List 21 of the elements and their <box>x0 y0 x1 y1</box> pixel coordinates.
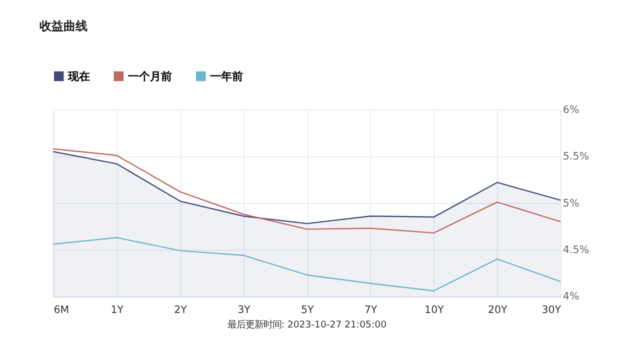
legend-label: 现在 <box>67 70 90 83</box>
x-tick-label: 3Y <box>238 304 252 316</box>
y-tick-label: 5% <box>562 197 580 210</box>
x-tick-label: 10Y <box>424 304 445 316</box>
legend-label: 一个月前 <box>128 70 172 83</box>
y-tick-label: 5.5% <box>562 150 590 163</box>
x-tick-label: 1Y <box>110 304 124 316</box>
x-tick-label: 5Y <box>300 304 315 316</box>
y-tick-label: 6% <box>562 104 580 116</box>
line-series <box>52 148 562 234</box>
y-tick-label: 4.5% <box>562 244 590 256</box>
chart-title: 收益曲线 <box>40 19 88 34</box>
x-tick-label: 30Y <box>542 304 562 316</box>
x-tick-label: 20Y <box>488 304 508 316</box>
x-tick-label: 2Y <box>174 304 188 316</box>
line-series <box>52 236 562 292</box>
x-tick-label: 6M <box>54 304 70 316</box>
text: 最后更新时间: 2023-10-27 21:05:00 <box>227 319 387 330</box>
x-tick-label: 7Y <box>364 304 378 316</box>
y-tick-label: 4% <box>562 290 580 303</box>
legend-label: 一年前 <box>210 70 244 83</box>
